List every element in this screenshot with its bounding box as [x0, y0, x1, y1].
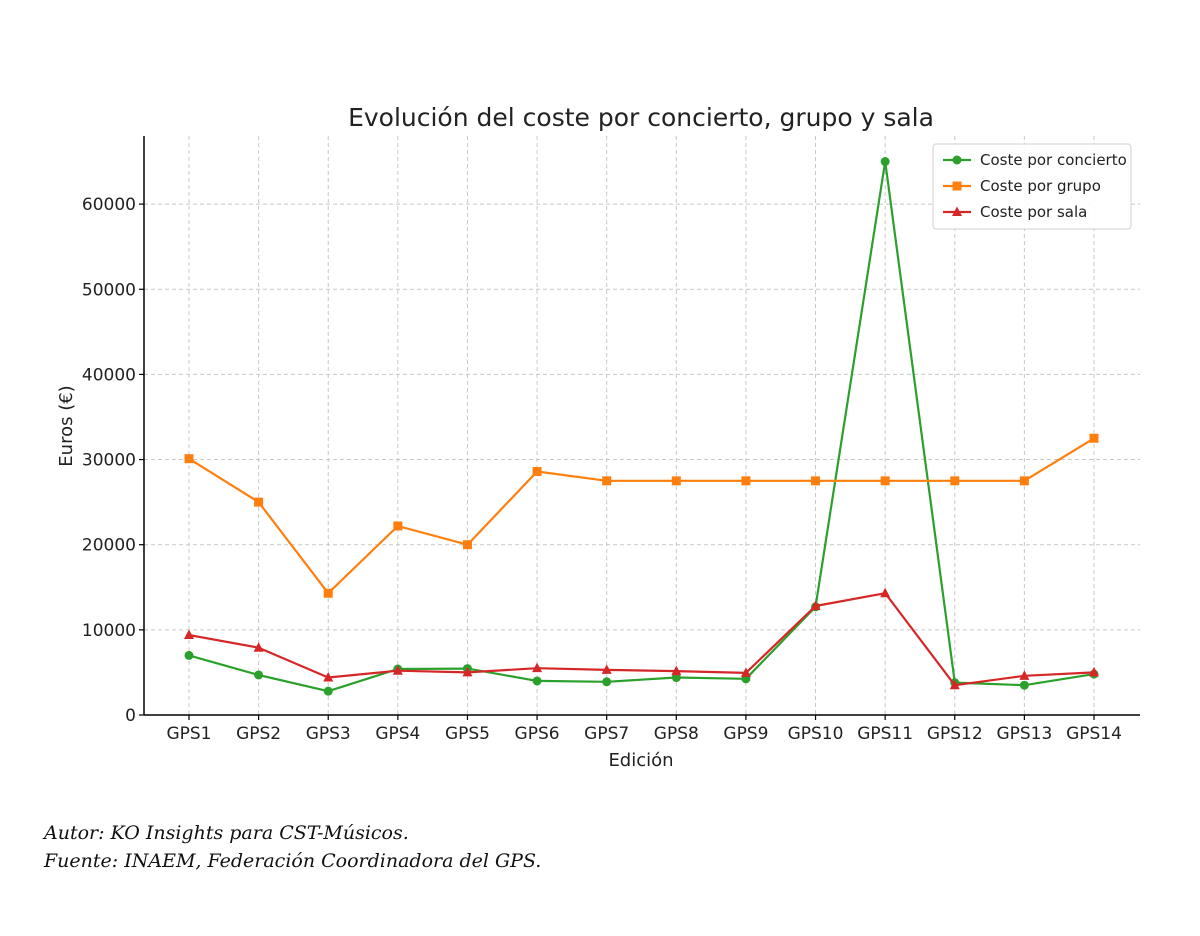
x-tick-label: GPS13 — [996, 724, 1052, 744]
data-point-coste-por-sala — [1089, 666, 1099, 677]
data-point-coste-por-sala — [949, 679, 960, 690]
series-group — [184, 157, 1099, 696]
data-point-coste-por-grupo — [1089, 433, 1099, 443]
line-chart: Evolución del coste por concierto, grupo… — [56, 103, 1140, 771]
legend-item-coste-por-sala: Coste por sala — [943, 203, 1087, 221]
data-point-coste-por-concierto — [532, 676, 542, 686]
legend-marker-coste-por-sala — [952, 206, 962, 216]
x-tick-label: GPS4 — [375, 724, 420, 744]
data-point-coste-por-concierto — [880, 157, 890, 167]
grid-lines — [144, 136, 1140, 716]
data-point-coste-por-concierto — [602, 677, 612, 687]
data-point-coste-por-concierto — [323, 686, 333, 696]
data-point-coste-por-sala — [601, 664, 612, 674]
data-point-coste-por-sala — [810, 600, 821, 611]
data-point-coste-por-grupo — [323, 588, 333, 598]
tick-labels: 0 10000 20000 30000 40000 50000 60000 GPS1 GPS2 G… — [82, 195, 1122, 744]
data-point-coste-por-sala — [1019, 670, 1030, 680]
x-tick-label: GPS11 — [857, 724, 913, 744]
legend-item-coste-por-concierto: Coste por concierto — [943, 151, 1127, 169]
data-point-coste-por-concierto — [184, 650, 194, 660]
legend-label-coste-por-grupo: Coste por grupo — [980, 177, 1101, 195]
y-tick-label: 40000 — [82, 365, 136, 385]
x-tick-label: GPS5 — [445, 724, 490, 744]
data-point-coste-por-sala — [532, 662, 543, 673]
data-point-coste-por-sala — [392, 665, 403, 675]
data-point-coste-por-grupo — [184, 454, 194, 464]
x-tick-label: GPS1 — [166, 724, 211, 744]
y-tick-label: 60000 — [82, 195, 136, 215]
series-coste-por-sala — [184, 587, 1099, 690]
x-tick-label: GPS10 — [788, 724, 844, 744]
data-point-coste-por-grupo — [741, 476, 751, 486]
series-line-coste-por-concierto — [188, 160, 1095, 693]
data-point-coste-por-grupo — [671, 476, 681, 486]
x-axis-title: Edición — [608, 750, 673, 771]
x-tick-label: GPS3 — [306, 724, 351, 744]
x-tick-label: GPS8 — [654, 724, 699, 744]
data-point-coste-por-grupo — [950, 476, 960, 486]
data-point-coste-por-sala — [462, 666, 473, 677]
y-axis-title: Euros (€) — [56, 385, 77, 466]
author-caption: Autor: KO Insights para CST-Músicos. — [44, 822, 409, 844]
data-point-coste-por-grupo — [811, 476, 821, 486]
data-point-coste-por-sala — [671, 665, 682, 676]
y-tick-label: 0 — [125, 706, 136, 726]
data-point-coste-por-sala — [740, 667, 751, 677]
data-point-coste-por-grupo — [602, 476, 612, 486]
source-caption: Fuente: INAEM, Federación Coordinadora d… — [44, 850, 542, 872]
series-line-coste-por-grupo — [188, 437, 1095, 595]
data-point-coste-por-grupo — [1019, 476, 1029, 486]
data-point-coste-por-grupo — [532, 466, 542, 476]
data-point-coste-por-concierto — [254, 670, 264, 680]
data-point-coste-por-sala — [253, 642, 264, 652]
data-point-coste-por-grupo — [880, 476, 890, 486]
legend-label-coste-por-concierto: Coste por concierto — [980, 151, 1127, 169]
legend-box — [932, 143, 1132, 230]
x-tick-label: GPS14 — [1066, 724, 1122, 744]
legend: Coste por concierto Coste por grupo Coste … — [932, 143, 1132, 230]
series-coste-por-concierto — [184, 157, 1099, 696]
data-point-coste-por-sala — [880, 587, 891, 598]
y-tick-label: 30000 — [82, 451, 136, 471]
data-point-coste-por-grupo — [393, 521, 403, 531]
data-point-coste-por-concierto — [671, 673, 681, 683]
axes — [139, 136, 1140, 720]
x-tick-label: GPS2 — [236, 724, 281, 744]
x-tick-label: GPS12 — [927, 724, 983, 744]
data-point-coste-por-grupo — [254, 497, 264, 507]
y-tick-label: 20000 — [82, 536, 136, 556]
series-coste-por-grupo — [184, 433, 1099, 598]
series-line-coste-por-sala — [188, 592, 1095, 687]
x-tick-label: GPS9 — [723, 724, 768, 744]
y-tick-label: 10000 — [82, 621, 136, 641]
legend-label-coste-por-sala: Coste por sala — [980, 203, 1087, 221]
legend-item-coste-por-grupo: Coste por grupo — [943, 177, 1101, 195]
data-point-coste-por-concierto — [1019, 680, 1029, 690]
x-tick-label: GPS6 — [515, 724, 560, 744]
legend-marker-coste-por-grupo — [952, 181, 962, 191]
data-point-coste-por-grupo — [462, 540, 472, 550]
legend-marker-coste-por-concierto — [952, 155, 962, 165]
data-point-coste-por-sala — [184, 629, 194, 639]
x-tick-label: GPS7 — [584, 724, 629, 744]
chart-title: Evolución del coste por concierto, grupo… — [348, 103, 934, 132]
y-tick-label: 50000 — [82, 280, 136, 300]
data-point-coste-por-sala — [323, 672, 334, 682]
